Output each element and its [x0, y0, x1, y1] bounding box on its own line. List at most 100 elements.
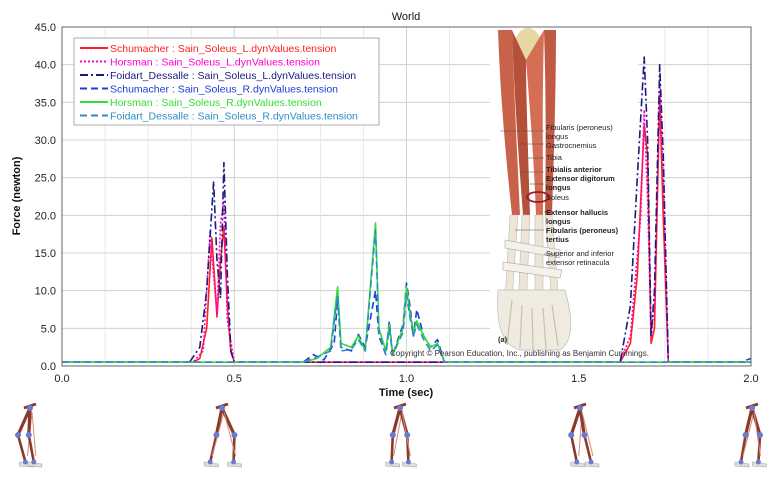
- knee-joint: [404, 432, 411, 438]
- leg-anatomy-illustration: Fibularis (peroneus)longusGastrocnemiusT…: [490, 27, 638, 365]
- series-line-3: [62, 56, 751, 363]
- knee-joint: [231, 432, 238, 438]
- muscle-medial: [544, 30, 556, 215]
- y-tick-label: 30.0: [35, 135, 56, 147]
- anatomy-label: Extensor digitorum: [546, 174, 615, 183]
- femur-bone: [569, 407, 582, 436]
- foot-bone: [227, 461, 242, 468]
- ankle-joint: [588, 459, 594, 465]
- inset-panel-letter: (a): [498, 335, 508, 344]
- muscle-tibialis: [512, 30, 530, 215]
- muscle-line: [223, 411, 237, 457]
- anatomy-label: Soleus: [546, 193, 569, 202]
- knee-joint: [757, 432, 763, 438]
- ankle-joint: [574, 459, 580, 465]
- anatomy-label: Tibia: [546, 153, 563, 162]
- knee-joint: [568, 432, 575, 438]
- ankle-joint: [31, 459, 37, 465]
- anatomy-label: Fibularis (peroneus): [546, 226, 619, 235]
- hip-joint: [577, 405, 583, 411]
- muscle-line: [31, 411, 37, 457]
- series-line-2: [62, 78, 751, 363]
- knee-joint: [15, 432, 21, 438]
- muscle-lateral: [498, 30, 520, 215]
- soleus-highlight-ring: [526, 191, 550, 203]
- hip-joint: [27, 405, 33, 411]
- legend-entry: Schumacher : Sain_Soleus_L.dynValues.ten…: [110, 43, 336, 55]
- plot-frame: [61, 26, 752, 367]
- muscle-line: [742, 411, 755, 457]
- skeleton-figure: [568, 402, 600, 468]
- anatomy-label: Fibularis (peroneus): [546, 123, 613, 132]
- toe-tendons: [506, 299, 559, 350]
- knee-joint: [389, 432, 396, 438]
- anatomy-label: Extensor hallucis: [546, 208, 608, 217]
- muscle-extensor: [526, 30, 544, 215]
- y-tick-label: 25.0: [35, 173, 56, 185]
- x-tick-label: 1.5: [571, 373, 586, 385]
- skeleton-figure: [385, 402, 417, 468]
- anatomy-label: Tibialis anterior: [546, 165, 602, 174]
- x-axis-label: Time (sec): [379, 387, 434, 399]
- skeleton-figure: [734, 402, 767, 468]
- tibia-bone: [16, 434, 27, 463]
- femur-bone: [744, 407, 754, 436]
- x-tick-labels: 0.0 0.5 1.0 1.5 2.0: [54, 373, 758, 385]
- legend: Schumacher : Sain_Soleus_L.dynValues.ten…: [73, 37, 380, 126]
- anatomy-label: longus: [546, 132, 568, 141]
- y-axis-label: Force (newton): [11, 156, 23, 235]
- anatomy-label: longus: [546, 217, 571, 226]
- x-tick-label: 0.5: [227, 373, 242, 385]
- knee-joint: [213, 432, 220, 438]
- femur-bone: [16, 407, 32, 436]
- y-tick-label: 40.0: [35, 60, 56, 72]
- foot-bone: [734, 461, 750, 468]
- y-tick-labels: 0.0 5.0 10.0 15.0 20.0 25.0 30.0 35.0 40.0 45.0: [35, 22, 56, 373]
- femur-bone: [578, 407, 586, 436]
- anatomy-label: Superior and inferior: [546, 249, 614, 258]
- anatomy-label: tertius: [546, 235, 569, 244]
- anatomy-label: Gastrocnemius: [546, 141, 597, 150]
- anatomy-label: longus: [546, 183, 571, 192]
- y-tick-label: 15.0: [35, 248, 56, 260]
- legend-box: [73, 37, 380, 126]
- x-tick-label: 1.0: [399, 373, 414, 385]
- legend-entry: Schumacher : Sain_Soleus_R.dynValues.ten…: [110, 84, 338, 96]
- ankle-joint: [231, 459, 237, 465]
- retinaculum-superior: [504, 239, 561, 259]
- ankle-joint: [738, 459, 744, 465]
- foot-shape: [497, 289, 572, 351]
- knee-joint: [742, 432, 749, 438]
- y-tick-label: 35.0: [35, 97, 56, 109]
- anatomy-labels: Fibularis (peroneus)longusGastrocnemiusT…: [546, 123, 619, 267]
- ankle-joint: [389, 459, 395, 465]
- y-tick-label: 20.0: [35, 210, 56, 222]
- foot-bone: [27, 461, 43, 468]
- femur-bone: [27, 407, 32, 436]
- hip-joint: [397, 405, 403, 411]
- muscle-line: [393, 411, 403, 457]
- legend-entry: Foidart_Dessalle : Sain_Soleus_L.dynValu…: [110, 70, 356, 82]
- series-lines: [62, 56, 752, 363]
- copyright-notice: Copyright © Pearson Education, Inc., pub…: [390, 349, 649, 358]
- tibia-bone: [583, 434, 593, 463]
- hip-joint: [219, 405, 225, 411]
- x-tick-label: 2.0: [743, 373, 758, 385]
- label-leader-lines: [500, 130, 556, 255]
- muscle-line: [581, 411, 594, 457]
- retinaculum-inferior: [502, 261, 563, 279]
- tibia-bone: [569, 434, 579, 463]
- walking-skeleton-strip: [15, 402, 767, 468]
- legend-entry: Horsman : Sain_Soleus_R.dynValues.tensio…: [110, 97, 322, 109]
- tibia-bone: [208, 434, 218, 463]
- y-tick-label: 10.0: [35, 286, 56, 298]
- foot-bone: [203, 461, 219, 468]
- ankle-joint: [755, 459, 761, 465]
- foot-bone: [402, 461, 417, 468]
- foot-bone: [570, 461, 586, 468]
- tibia-bone: [27, 434, 36, 463]
- femur-bone: [214, 407, 224, 436]
- tibia-bone: [390, 434, 395, 463]
- foot-bone: [385, 461, 400, 468]
- chart-title: World: [392, 11, 421, 23]
